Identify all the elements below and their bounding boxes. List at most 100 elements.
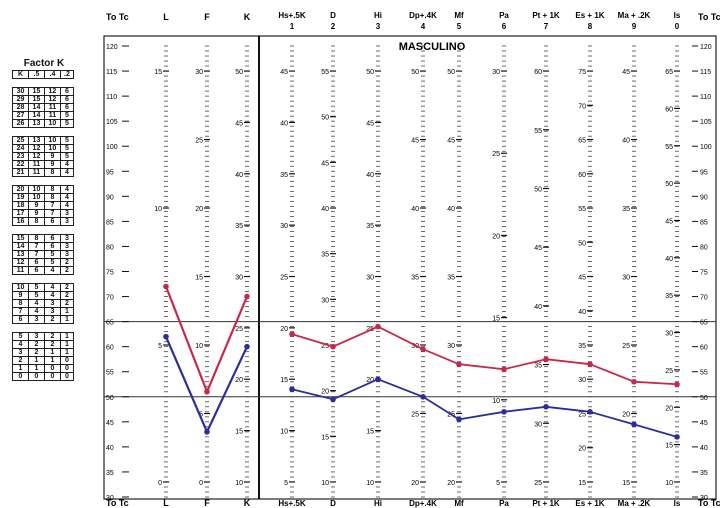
tscore-tick-label-left: 75 bbox=[106, 270, 114, 277]
clinical-scale-raw-label: 50 bbox=[321, 115, 329, 122]
tscore-tick-label-left: 30 bbox=[106, 495, 114, 502]
clinical-scale-raw-label: 20 bbox=[366, 377, 374, 384]
tscore-tick-label-left: 50 bbox=[106, 395, 114, 402]
clinical-scale-raw-label: 30 bbox=[492, 69, 500, 76]
factor-k-row: 11 6 4 2 bbox=[12, 266, 75, 275]
tscore-tick-label-left: 120 bbox=[106, 44, 118, 51]
validity-scale-label: F bbox=[204, 12, 210, 22]
validity-scale-raw-label: 10 bbox=[195, 343, 203, 350]
clinical-scale-footer-label: Hs+.5K bbox=[278, 499, 306, 508]
validity-scale-raw-label: 5 bbox=[199, 411, 203, 418]
clinical-scale-raw-label: 20 bbox=[492, 233, 500, 240]
tscore-tick-label-right: 110 bbox=[700, 94, 711, 101]
clinical-scale-raw-label: 35 bbox=[321, 252, 329, 259]
series-0-clinical-point bbox=[631, 378, 637, 385]
validity-scale-raw-label: 35 bbox=[235, 223, 243, 230]
clinical-scale-raw-label: 45 bbox=[534, 245, 542, 252]
clinical-scale-raw-label: 25 bbox=[534, 480, 542, 487]
clinical-scale-raw-label: 50 bbox=[578, 240, 586, 247]
clinical-scale-raw-label: 15 bbox=[321, 434, 329, 441]
clinical-scale-raw-label: 45 bbox=[665, 218, 673, 225]
validity-scale-raw-label: 10 bbox=[235, 480, 243, 487]
clinical-scale-footer-label: Ma + .2K bbox=[618, 499, 651, 508]
factor-k-row: 21 11 8 4 bbox=[12, 168, 75, 177]
series-1-clinical-point bbox=[289, 386, 295, 393]
clinical-scale-raw-label: 45 bbox=[366, 120, 374, 127]
validity-scale-raw-label: 15 bbox=[154, 69, 162, 76]
clinical-scale-footer-label: Pt + 1K bbox=[532, 499, 560, 508]
clinical-scale-raw-label: 40 bbox=[622, 138, 630, 145]
factor-k-row: 16 8 6 3 bbox=[12, 217, 75, 226]
factor-k-header-row: K .5.4.2 bbox=[12, 70, 75, 79]
validity-scale-raw-label: 10 bbox=[154, 206, 162, 213]
clinical-scale-raw-label: 35 bbox=[411, 275, 419, 282]
clinical-scale-raw-label: 70 bbox=[578, 103, 586, 110]
series-1-clinical-point bbox=[543, 404, 549, 410]
tscore-tick-label-left: 80 bbox=[106, 244, 114, 251]
series-0-clinical-point bbox=[543, 356, 549, 362]
clinical-scale-raw-label: 40 bbox=[280, 120, 288, 127]
tscore-tick-label-left: 85 bbox=[106, 219, 114, 226]
series-0-clinical-point bbox=[420, 346, 426, 352]
factor-k-cell: 1 bbox=[59, 315, 75, 324]
clinical-scale-number: 2 bbox=[331, 22, 336, 31]
clinical-scale-raw-label: 25 bbox=[492, 151, 500, 158]
factor-k-row: 26 13 10 5 bbox=[12, 119, 75, 128]
clinical-scale-raw-label: 20 bbox=[447, 480, 455, 487]
clinical-scale-number: 3 bbox=[376, 22, 381, 31]
series-1-clinical-point bbox=[420, 393, 426, 400]
series-0-validity-line bbox=[164, 286, 249, 393]
tscore-tick-label-left: 110 bbox=[106, 94, 117, 101]
tscore-tick-label-left: 40 bbox=[106, 445, 114, 452]
grid-lines bbox=[104, 321, 716, 398]
clinical-scale-raw-label: 60 bbox=[534, 69, 542, 76]
tscore-tick-label-right: 50 bbox=[700, 395, 708, 402]
series-0-clinical-point bbox=[330, 343, 336, 350]
factor-k-row: 27 14 11 5 bbox=[12, 111, 75, 120]
validity-scale-raw-label: 5 bbox=[158, 343, 162, 350]
clinical-scale-raw-label: 10 bbox=[366, 480, 374, 487]
clinical-scale-label: D bbox=[330, 11, 336, 20]
series-1-clinical-line bbox=[291, 378, 678, 438]
tscore-tick-label-right: 75 bbox=[700, 270, 708, 277]
profile-series bbox=[163, 283, 680, 440]
validity-scale-label: L bbox=[163, 12, 169, 22]
clinical-scale-raw-label: 35 bbox=[447, 275, 455, 282]
clinical-scale-raw-label: 60 bbox=[578, 172, 586, 179]
clinical-scale-raw-label: 30 bbox=[321, 297, 329, 304]
clinical-scale-raw-label: 25 bbox=[321, 343, 329, 350]
factor-k-cell: 4 bbox=[59, 168, 75, 177]
clinical-scale-raw-label: 30 bbox=[366, 275, 374, 282]
clinical-scale-raw-label: 30 bbox=[665, 331, 673, 338]
clinical-scale-raw-label: 40 bbox=[534, 304, 542, 311]
clinical-scale-raw-label: 45 bbox=[411, 138, 419, 145]
tscore-tick-label-left: 90 bbox=[106, 194, 114, 201]
clinical-scale-label: Es + 1K bbox=[575, 11, 604, 20]
series-1-clinical-point bbox=[375, 376, 381, 383]
clinical-scale-footer-label: Pa bbox=[499, 499, 509, 508]
clinical-scale-footer-label: Es + 1K bbox=[575, 499, 604, 508]
series-1-validity-line bbox=[164, 336, 248, 433]
tscore-tick-label-right: 45 bbox=[700, 420, 708, 427]
clinical-scale-raw-label: 40 bbox=[366, 172, 374, 179]
validity-scale-raw-label: 30 bbox=[235, 275, 243, 282]
factor-k-row: 29 15 12 6 bbox=[12, 95, 75, 104]
clinical-scale-raw-label: 55 bbox=[321, 69, 329, 76]
clinical-scale-label: Dp+.4K bbox=[409, 11, 437, 20]
factor-k-title: Factor K bbox=[23, 58, 65, 69]
clinical-scale-label: Pa bbox=[499, 11, 509, 20]
clinical-scale-raw-label: 40 bbox=[665, 256, 673, 263]
tscore-tick-label-right: 105 bbox=[700, 119, 712, 126]
series-1-clinical-point bbox=[587, 409, 593, 415]
tscore-tick-label-left: 45 bbox=[106, 420, 114, 427]
tscore-tick-label-left: 60 bbox=[106, 345, 114, 352]
factor-k-row: 28 14 11 6 bbox=[12, 103, 75, 112]
series-0-clinical-point bbox=[674, 381, 680, 388]
clinical-scale-raw-label: 10 bbox=[665, 480, 673, 487]
clinical-scale-raw-label: 5 bbox=[284, 480, 288, 487]
tscore-tick-label-right: 70 bbox=[700, 295, 708, 302]
validity-scale-raw-label: 15 bbox=[235, 429, 243, 436]
